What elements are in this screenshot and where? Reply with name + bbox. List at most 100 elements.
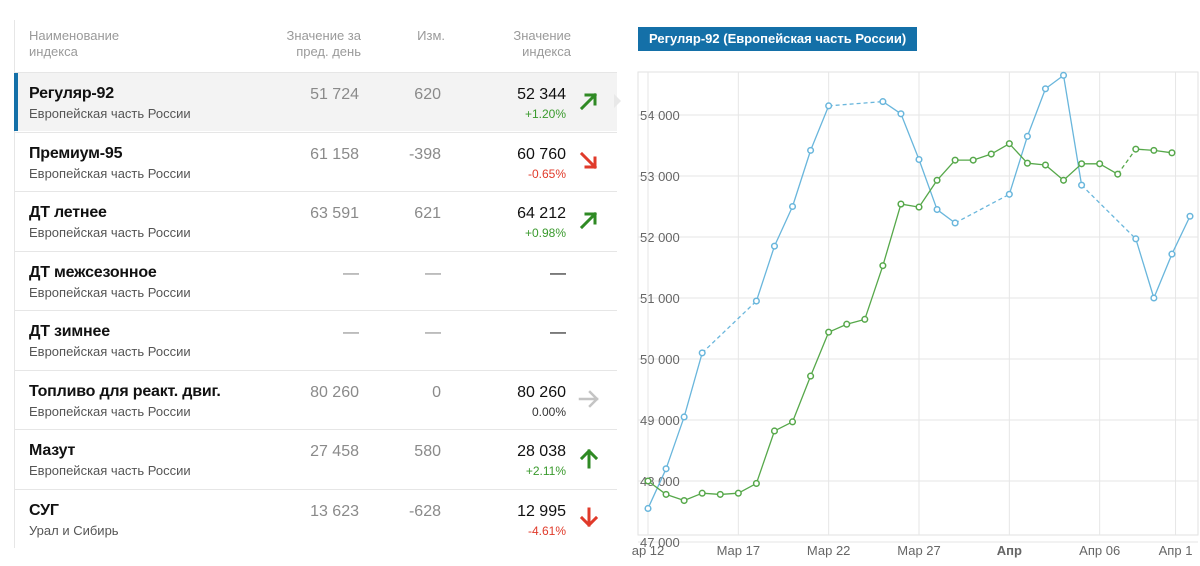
- change-value: -398: [408, 145, 441, 163]
- series-0-point: [680, 413, 688, 421]
- index-name: Регуляр-92: [29, 85, 114, 102]
- series-0-point: [879, 98, 887, 106]
- header-name: Наименование индекса: [29, 28, 120, 59]
- series-0-point: [662, 465, 670, 473]
- series-1-point: [734, 489, 742, 497]
- series-1-point: [770, 427, 779, 435]
- table-row[interactable]: Регуляр-92 Европейская часть России 51 724…: [14, 72, 617, 131]
- prev-value: 51 724: [310, 86, 359, 103]
- series-0-point: [698, 349, 706, 357]
- series-0-segment: [954, 193, 1010, 224]
- series-0-segment: [828, 100, 883, 107]
- table-row[interactable]: Мазут Европейская часть России 27 458 580 28…: [15, 429, 617, 488]
- change-value: 621: [414, 205, 441, 222]
- series-1-point: [752, 479, 760, 487]
- prev-value: 27 458: [310, 443, 359, 460]
- series-0-segment: [665, 416, 685, 470]
- series-0-point: [1041, 85, 1050, 93]
- series-1-point: [1132, 145, 1140, 153]
- series-0-point: [825, 102, 833, 110]
- series-1-point: [825, 328, 833, 336]
- series-0-segment: [1135, 238, 1155, 299]
- x-tick-label: Апр 1: [1159, 543, 1193, 558]
- table-row[interactable]: Премиум-95 Европейская часть России 61 158…: [15, 131, 617, 191]
- prev-value: —: [343, 264, 359, 282]
- series-0-segment: [1171, 215, 1191, 255]
- series-1-point: [843, 320, 851, 328]
- series-1-segment: [791, 375, 812, 423]
- table-row[interactable]: ДТ межсезонное Европейская часть России — —…: [15, 250, 617, 310]
- y-tick-label: 49 000: [640, 413, 680, 428]
- series-0-segment: [900, 113, 920, 160]
- x-tick-label: Апр: [997, 543, 1022, 558]
- series-1-point: [1096, 160, 1104, 168]
- table-row[interactable]: ДТ зимнее Европейская часть России — — —: [15, 310, 617, 369]
- series-1-point: [879, 262, 887, 270]
- series-0-segment: [773, 206, 794, 247]
- series-0-segment: [809, 105, 830, 151]
- prev-value: 13 623: [310, 502, 359, 520]
- table-header: Наименование индекса Значение за пред. д…: [15, 20, 617, 72]
- series-1-segment: [936, 159, 956, 181]
- change-value: 620: [414, 86, 441, 103]
- series-1-point: [644, 477, 652, 485]
- series-0-segment: [882, 101, 902, 115]
- header-prev-value: Значение за пред. день: [286, 28, 361, 59]
- index-region: Урал и Сибирь: [29, 522, 119, 538]
- change-percent: -0.65%: [527, 166, 566, 181]
- index-region: Европейская часть России: [29, 225, 191, 240]
- change-value: 580: [414, 443, 441, 460]
- x-tick-label: ар 12: [632, 543, 665, 558]
- index-name: Мазут: [29, 442, 76, 459]
- series-1-point: [1059, 176, 1068, 184]
- series-1-point: [698, 489, 706, 497]
- series-1-segment: [864, 265, 884, 320]
- series-0-point: [1150, 294, 1158, 302]
- arrow-up-right-icon: [577, 89, 601, 113]
- index-region: Европейская часть России: [29, 403, 191, 419]
- series-0-point: [1078, 181, 1086, 189]
- series-1-segment: [918, 179, 938, 208]
- series-0-point: [1186, 212, 1194, 220]
- series-1-point: [861, 315, 869, 323]
- table-row[interactable]: Топливо для реакт. двиг. Европейская част…: [15, 369, 617, 429]
- series-0-point: [752, 297, 760, 305]
- change-percent: +1.20%: [524, 107, 566, 121]
- change-percent: 0.00%: [531, 404, 566, 419]
- series-0-point: [1023, 132, 1031, 140]
- table-row[interactable]: ДТ летнее Европейская часть России 63 591 6…: [15, 191, 617, 250]
- index-name: Топливо для реакт. двиг.: [29, 382, 221, 400]
- series-1-point: [1168, 149, 1176, 157]
- x-tick-label: Мар 27: [897, 543, 941, 558]
- series-0-point: [644, 504, 652, 513]
- series-0-segment: [647, 468, 667, 509]
- series-0-segment: [683, 352, 703, 418]
- series-0-segment: [1153, 253, 1173, 299]
- series-1-segment: [755, 430, 776, 484]
- change-value: —: [425, 264, 441, 282]
- y-tick-label: 51 000: [640, 291, 680, 306]
- index-region: Европейская часть России: [29, 165, 191, 181]
- series-0-segment: [701, 300, 757, 354]
- y-tick-label: 47 000: [640, 535, 680, 550]
- index-value: 60 760: [517, 145, 566, 163]
- series-1-point: [807, 372, 815, 380]
- series-0-point: [951, 219, 959, 227]
- change-value: —: [425, 324, 441, 341]
- table-row[interactable]: СУГ Урал и Сибирь 13 623 -628 12 995 -4.61%: [15, 488, 617, 548]
- series-0-segment: [936, 209, 956, 224]
- index-region: Европейская часть России: [29, 344, 191, 359]
- prev-value: —: [343, 324, 359, 341]
- series-0-point: [1132, 235, 1140, 243]
- series-1-point: [1023, 159, 1031, 167]
- index-region: Европейская часть России: [29, 106, 191, 121]
- y-tick-label: 54 000: [640, 108, 680, 123]
- y-tick-label: 52 000: [640, 230, 680, 245]
- series-1-point: [969, 156, 977, 164]
- series-1-point: [788, 418, 797, 426]
- index-region: Европейская часть России: [29, 284, 191, 300]
- series-1-point: [680, 496, 688, 505]
- series-0-point: [897, 110, 905, 118]
- series-1-point: [1078, 160, 1086, 168]
